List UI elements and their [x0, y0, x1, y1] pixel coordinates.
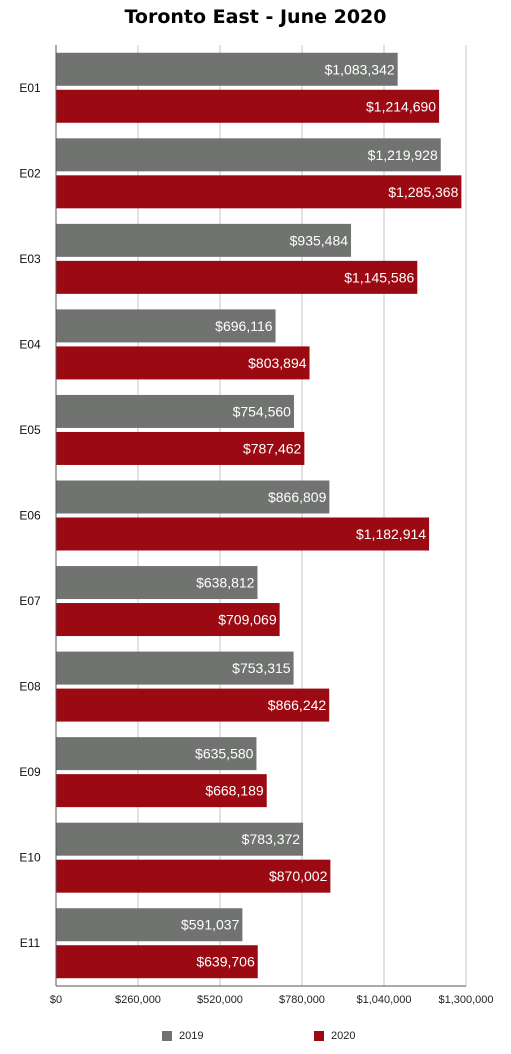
- category-label: E06: [19, 509, 41, 523]
- data-label: $1,214,690: [366, 98, 436, 114]
- data-label: $866,242: [268, 697, 327, 713]
- bar-2019-E08: [56, 651, 294, 685]
- data-label: $754,560: [233, 403, 292, 419]
- x-tick-label: $260,000: [115, 994, 161, 1006]
- data-label: $753,315: [232, 660, 291, 676]
- x-tick-label: $0: [50, 994, 62, 1006]
- category-label: E04: [19, 337, 41, 351]
- bar-2019-E09: [56, 737, 257, 771]
- legend-label-2020: 2020: [331, 1030, 356, 1042]
- data-label: $696,116: [215, 318, 273, 334]
- data-label: $1,285,368: [388, 184, 458, 200]
- category-label: E05: [19, 423, 41, 437]
- data-label: $635,580: [195, 746, 254, 762]
- x-tick-label: $780,000: [279, 994, 325, 1006]
- category-label: E03: [19, 252, 41, 266]
- data-label: $639,706: [196, 954, 255, 970]
- data-label: $591,037: [181, 917, 240, 933]
- bar-2020-E02: [56, 175, 462, 209]
- x-tick-label: $1,300,000: [438, 994, 493, 1006]
- bars: [56, 52, 462, 979]
- data-label: $935,484: [290, 232, 349, 248]
- bar-2020-E06: [56, 517, 430, 551]
- bar-2019-E06: [56, 480, 330, 514]
- bar-2019-E04: [56, 309, 276, 343]
- data-label: $803,894: [248, 355, 307, 371]
- data-label: $1,182,914: [356, 526, 426, 542]
- data-label: $787,462: [243, 440, 302, 456]
- data-label: $1,219,928: [368, 147, 438, 163]
- bar-2019-E07: [56, 566, 258, 600]
- x-tick-label: $1,040,000: [356, 994, 411, 1006]
- data-labels: $1,083,342 $1,214,690 $1,219,928 $1,285,368…: [181, 61, 459, 969]
- data-label: $1,083,342: [325, 61, 395, 77]
- bar-2020-E05: [56, 431, 305, 465]
- category-label: E02: [19, 166, 41, 180]
- category-label: E11: [20, 936, 41, 950]
- category-label: E01: [19, 81, 41, 95]
- category-label: E08: [19, 680, 41, 694]
- legend-item-2020: 2020: [314, 1030, 355, 1042]
- data-label: $866,809: [268, 489, 327, 505]
- category-label: E10: [19, 851, 41, 865]
- bar-2019-E03: [56, 223, 352, 257]
- legend-item-2019: 2019: [162, 1030, 203, 1042]
- bar-2020-E04: [56, 346, 310, 380]
- data-label: $709,069: [218, 612, 277, 628]
- bar-2020-E09: [56, 774, 267, 808]
- axes: $0 $260,000 $520,000 $780,000 $1,040,000 $1,3…: [19, 45, 494, 1006]
- category-label: E07: [19, 594, 41, 608]
- bar-2020-E08: [56, 688, 330, 722]
- legend-swatch-2019: [162, 1031, 172, 1041]
- data-label: $870,002: [269, 868, 328, 884]
- bar-2020-E10: [56, 859, 331, 893]
- bar-2019-E02: [56, 138, 441, 172]
- bar-2019-E10: [56, 822, 304, 856]
- bar-2019-E05: [56, 394, 294, 428]
- bar-2020-E11: [56, 945, 258, 979]
- bar-2020-E03: [56, 260, 418, 294]
- data-label: $638,812: [196, 575, 255, 591]
- data-label: $668,189: [205, 783, 264, 799]
- bar-2020-E01: [56, 89, 440, 123]
- legend-label-2019: 2019: [179, 1030, 204, 1042]
- chart-title: Toronto East - June 2020: [124, 6, 387, 28]
- data-label: $1,145,586: [344, 269, 414, 285]
- bar-2020-E07: [56, 603, 280, 637]
- bar-2019-E11: [56, 908, 243, 942]
- legend-swatch-2020: [314, 1031, 324, 1041]
- x-tick-label: $520,000: [197, 994, 243, 1006]
- bar-2019-E01: [56, 52, 398, 86]
- category-label: E09: [19, 765, 41, 779]
- data-label: $783,372: [242, 831, 301, 847]
